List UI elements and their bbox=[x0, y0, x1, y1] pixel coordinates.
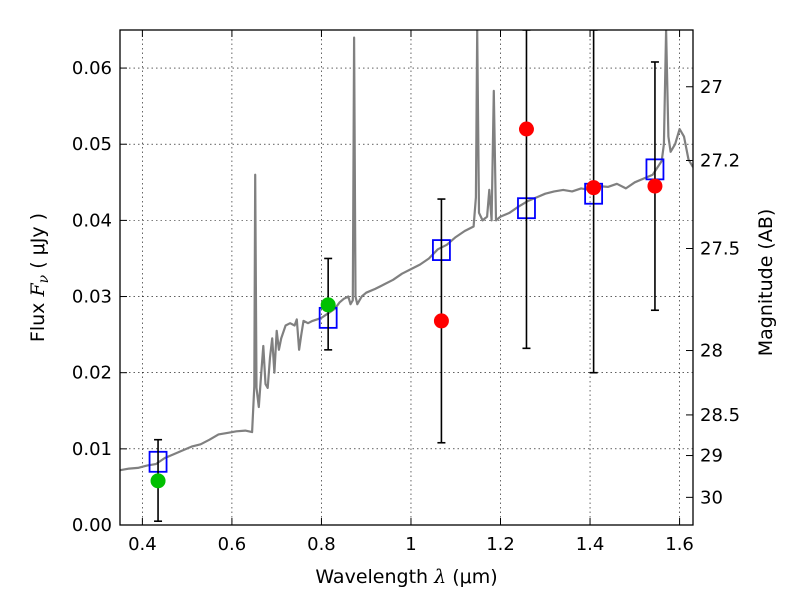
y-tick-label: 0.05 bbox=[72, 134, 112, 155]
x-axis-title: Wavelength λ (μm) bbox=[315, 566, 497, 588]
grid bbox=[120, 30, 693, 526]
y-tick-label: 0.00 bbox=[72, 515, 112, 536]
observed-flux-point bbox=[586, 180, 602, 196]
x-tick-label: 1 bbox=[405, 534, 416, 555]
right-tick-label: 27 bbox=[700, 77, 723, 98]
right-axis-title: Magnitude (AB) bbox=[755, 209, 777, 357]
x-tick-label: 1.4 bbox=[576, 534, 605, 555]
y-tick-label: 0.02 bbox=[72, 363, 112, 384]
plot-frame bbox=[119, 29, 694, 526]
axis-ticks bbox=[120, 30, 693, 526]
y-axis-title: Flux Fν ( μJy ) bbox=[27, 213, 52, 342]
observed-flux-point bbox=[433, 313, 449, 329]
right-tick-label: 28.5 bbox=[700, 405, 740, 426]
x-tick-label: 0.6 bbox=[218, 534, 247, 555]
right-tick-label: 29 bbox=[700, 446, 723, 467]
right-tick-label: 27.5 bbox=[700, 238, 740, 259]
observed-flux-point bbox=[150, 473, 166, 489]
y-tick-label: 0.06 bbox=[72, 58, 112, 79]
y-tick-label: 0.04 bbox=[72, 210, 112, 231]
axis-labels: 0.4 0.6 0.8 1 1.2 1.4 1.6 0.00 0.01 0.02 0.03 0.04 0… bbox=[27, 58, 777, 588]
right-tick-label: 28 bbox=[700, 341, 723, 362]
y-tick-label: 0.03 bbox=[72, 287, 112, 308]
observed-flux-point bbox=[518, 121, 534, 137]
right-tick-label: 30 bbox=[700, 487, 723, 508]
observed-flux-point bbox=[320, 297, 336, 313]
right-tick-label: 27.2 bbox=[700, 150, 740, 171]
x-tick-label: 1.6 bbox=[665, 534, 694, 555]
template-spectrum-line bbox=[120, 30, 693, 472]
observed-flux-point bbox=[647, 178, 663, 194]
x-tick-label: 0.4 bbox=[128, 534, 157, 555]
y-tick-label: 0.01 bbox=[72, 439, 112, 460]
plot-area bbox=[120, 30, 693, 522]
x-tick-label: 1.2 bbox=[486, 534, 515, 555]
x-tick-label: 0.8 bbox=[307, 534, 336, 555]
